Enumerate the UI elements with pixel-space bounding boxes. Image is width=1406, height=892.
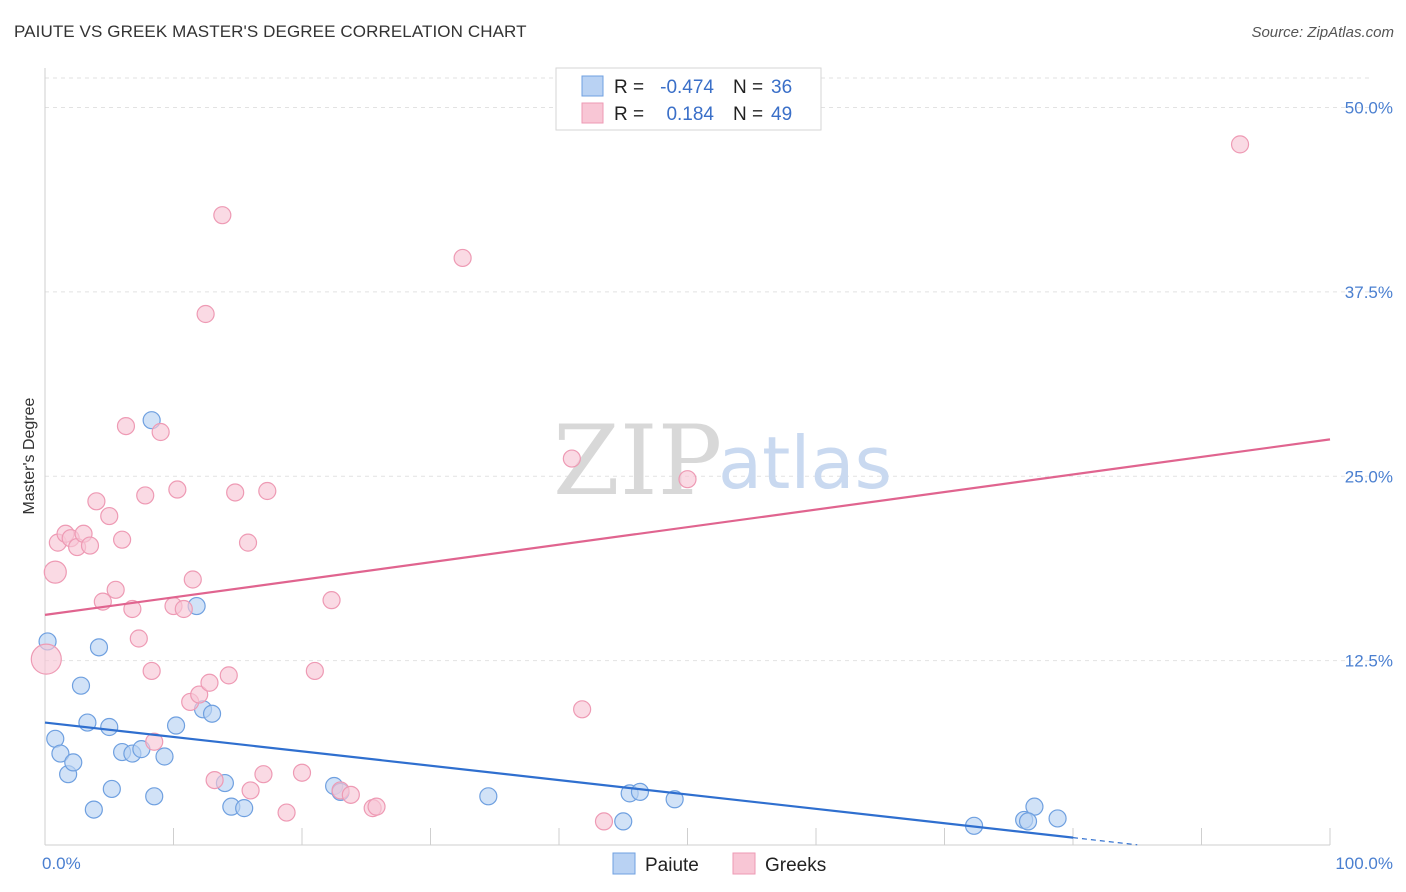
series-legend-swatch-greeks: [732, 852, 756, 875]
point-greeks-34: [254, 765, 273, 784]
chart-title: PAIUTE VS GREEK MASTER'S DEGREE CORRELAT…: [14, 22, 527, 41]
point-greeks-38: [305, 661, 324, 681]
point-paiute-17: [166, 716, 186, 735]
point-paiute-30: [665, 790, 684, 809]
y-tick-label-2: 37.5%: [1345, 283, 1393, 302]
point-greeks-12: [112, 530, 132, 549]
series-legend-label-greeks: Greeks: [765, 855, 826, 876]
point-paiute-2: [51, 744, 70, 763]
trend-lines: [44, 438, 1331, 846]
y-tick-label-3: 50.0%: [1345, 99, 1393, 118]
point-paiute-10: [102, 779, 121, 799]
trend-line-paiute: [44, 721, 1074, 839]
trend-line-extension-paiute: [1072, 837, 1138, 846]
point-greeks-21: [168, 480, 187, 499]
legend-swatch-greeks: [581, 102, 604, 124]
point-paiute-9: [100, 717, 119, 737]
point-paiute-5: [71, 676, 91, 695]
point-greeks-0: [30, 643, 62, 675]
point-greeks-31: [226, 483, 245, 502]
series-legend: Paiute Greeks: [612, 852, 826, 876]
point-paiute-29: [630, 782, 650, 802]
point-greeks-17: [142, 661, 161, 681]
legend-n-label-paiute: N =: [733, 77, 763, 98]
point-paiute-34: [1018, 812, 1038, 831]
point-greeks-33: [241, 781, 260, 800]
point-paiute-4: [64, 753, 83, 772]
point-greeks-24: [183, 570, 202, 589]
watermark-atlas: atlas: [718, 421, 892, 505]
legend-r-value-greeks: 0.184: [666, 104, 714, 125]
y-tick-label-1: 25.0%: [1345, 467, 1393, 486]
point-paiute-7: [84, 800, 103, 819]
series-legend-label-paiute: Paiute: [645, 855, 699, 876]
y-axis-label: Master's Degree: [21, 397, 38, 514]
x-tick-label-1: 100.0%: [1335, 854, 1393, 873]
point-greeks-35: [258, 481, 277, 501]
legend-swatch-paiute: [581, 75, 604, 97]
point-greeks-18: [145, 732, 164, 751]
point-greeks-25: [190, 685, 209, 704]
point-greeks-44: [453, 248, 472, 268]
point-greeks-30: [219, 666, 238, 685]
point-greeks-29: [213, 206, 232, 225]
point-greeks-16: [136, 486, 155, 505]
point-greeks-1: [43, 560, 67, 584]
point-greeks-36: [277, 803, 296, 822]
legend-n-label-greeks: N =: [733, 104, 763, 125]
x-tick-label-0: 0.0%: [42, 854, 81, 873]
point-greeks-46: [573, 700, 592, 719]
point-greeks-41: [341, 785, 360, 804]
point-greeks-11: [106, 580, 125, 599]
legend-r-label-greeks: R =: [614, 104, 644, 125]
point-greeks-14: [123, 599, 142, 619]
source-label: Source: ZipAtlas.com: [1251, 24, 1394, 41]
point-paiute-20: [202, 704, 222, 723]
x-tick-marks: [173, 828, 1331, 845]
legend-n-value-paiute: 36: [771, 77, 792, 98]
point-greeks-27: [200, 673, 219, 692]
point-paiute-23: [235, 799, 254, 818]
point-paiute-15: [145, 787, 164, 806]
point-paiute-35: [1048, 809, 1067, 828]
point-greeks-22: [174, 599, 193, 619]
point-greeks-39: [322, 591, 341, 610]
point-greeks-19: [151, 422, 170, 442]
point-greeks-26: [196, 304, 215, 324]
point-greeks-49: [1230, 135, 1250, 154]
point-greeks-45: [562, 449, 581, 468]
point-paiute-16: [155, 747, 174, 766]
point-greeks-37: [292, 763, 312, 782]
point-greeks-8: [87, 492, 106, 511]
y-tick-label-0: 12.5%: [1345, 652, 1393, 671]
point-greeks-7: [80, 536, 100, 555]
data-points: [30, 135, 1250, 835]
point-greeks-32: [238, 533, 258, 552]
point-greeks-47: [594, 812, 614, 831]
point-greeks-10: [100, 506, 119, 526]
watermark: ZIP atlas: [553, 405, 892, 517]
point-greeks-48: [678, 470, 697, 489]
point-paiute-27: [614, 812, 633, 831]
series-legend-swatch-paiute: [612, 852, 636, 875]
grid-lines: [45, 77, 1370, 662]
point-paiute-8: [89, 638, 109, 657]
y-tick-labels: 12.5% 25.0% 37.5% 50.0%: [1345, 99, 1393, 671]
point-greeks-28: [205, 770, 224, 790]
point-greeks-13: [116, 417, 136, 436]
legend-r-value-paiute: -0.474: [660, 77, 714, 98]
trend-line-greeks: [44, 438, 1331, 616]
point-greeks-43: [367, 797, 386, 816]
point-paiute-26: [479, 787, 498, 806]
x-tick-labels: 0.0% 100.0%: [42, 854, 1393, 873]
point-greeks-15: [129, 629, 148, 648]
stats-legend: R = -0.474 N = 36 R = 0.184 N = 49: [555, 67, 822, 131]
watermark-zip: ZIP: [553, 405, 722, 517]
legend-r-label-paiute: R =: [614, 77, 644, 98]
legend-n-value-greeks: 49: [771, 104, 792, 125]
